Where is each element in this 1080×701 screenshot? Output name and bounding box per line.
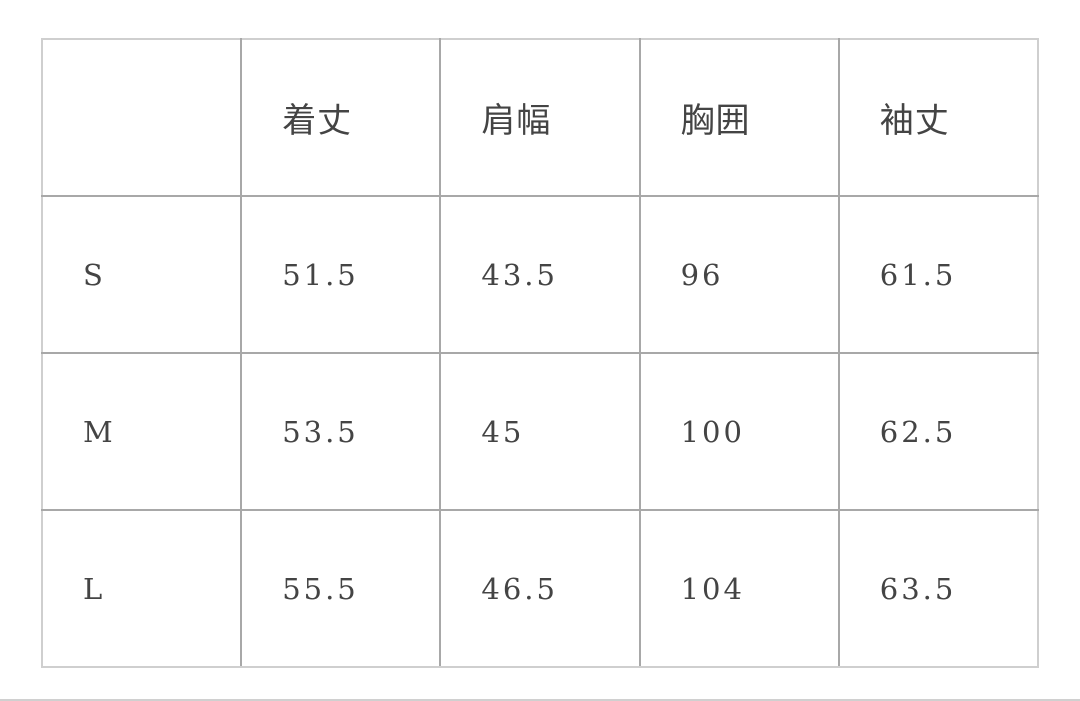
size-chart-table: 着丈 肩幅 胸囲 袖丈 S 51.5 43.5 96 61.5 M 53.5 4… <box>40 38 1040 668</box>
header-cell-sleeve: 袖丈 <box>837 38 1040 197</box>
table-cell: 45 <box>439 352 641 511</box>
table-cell: 61.5 <box>837 195 1040 354</box>
header-cell-empty <box>40 38 243 197</box>
header-cell-shoulder: 肩幅 <box>439 38 641 197</box>
header-cell-chest: 胸囲 <box>638 38 840 197</box>
table-cell: 100 <box>638 352 840 511</box>
table-cell: 63.5 <box>837 509 1040 668</box>
header-cell-length: 着丈 <box>240 38 442 197</box>
size-label: S <box>40 195 243 354</box>
header-row: 着丈 肩幅 胸囲 袖丈 <box>40 38 1040 197</box>
size-label: M <box>40 352 243 511</box>
table-row: L 55.5 46.5 104 63.5 <box>40 509 1040 668</box>
table-cell: 46.5 <box>439 509 641 668</box>
size-label: L <box>40 509 243 668</box>
divider <box>0 699 1080 701</box>
table-cell: 53.5 <box>240 352 442 511</box>
table-cell: 55.5 <box>240 509 442 668</box>
table-cell: 96 <box>638 195 840 354</box>
table-row: M 53.5 45 100 62.5 <box>40 352 1040 511</box>
table-cell: 104 <box>638 509 840 668</box>
table-cell: 62.5 <box>837 352 1040 511</box>
table-cell: 51.5 <box>240 195 442 354</box>
table-row: S 51.5 43.5 96 61.5 <box>40 195 1040 354</box>
table-cell: 43.5 <box>439 195 641 354</box>
